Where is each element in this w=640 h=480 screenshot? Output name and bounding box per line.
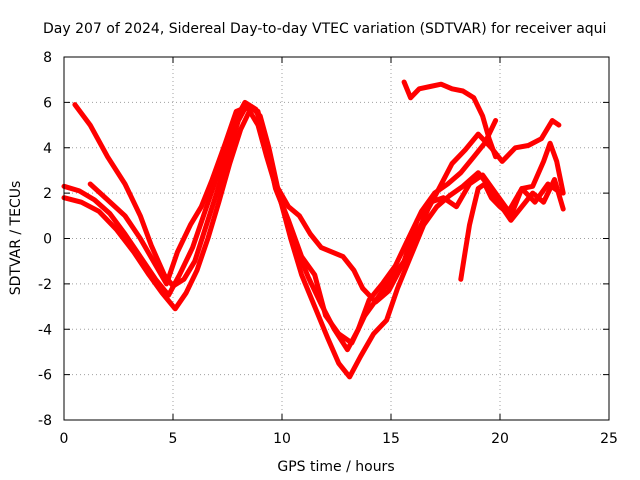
y-tick-label: -2 [38, 277, 52, 293]
x-tick-label: 0 [60, 431, 69, 447]
y-tick-label: 6 [43, 95, 52, 111]
y-tick-label: 0 [43, 232, 52, 248]
y-tick-label: -8 [38, 413, 52, 429]
x-tick-label: 15 [382, 431, 400, 447]
x-axis-label: GPS time / hours [277, 459, 394, 475]
series-line-track-3 [61, 99, 562, 305]
y-tick-label: -6 [38, 368, 52, 384]
x-tick-label: 25 [600, 431, 618, 447]
series-line-track-6 [458, 140, 566, 282]
x-tick-label: 20 [491, 431, 509, 447]
chart-title: Day 207 of 2024, Sidereal Day-to-day VTE… [43, 21, 606, 37]
series-group [61, 79, 566, 380]
grid [64, 57, 609, 420]
x-tick-label: 5 [169, 431, 178, 447]
y-tick-label: 2 [43, 186, 52, 202]
y-tick-label: 4 [43, 141, 52, 157]
series-line-track-5 [401, 79, 499, 160]
y-tick-label: -4 [38, 322, 52, 338]
y-tick-label: 8 [43, 50, 52, 66]
series-line-track-4 [87, 104, 564, 346]
ticks: 0 5 10 15 20 25 -8 -6 -4 -2 0 2 4 6 8 [38, 50, 618, 447]
x-tick-label: 10 [273, 431, 291, 447]
y-axis-label: SDTVAR / TECUs [8, 181, 24, 296]
